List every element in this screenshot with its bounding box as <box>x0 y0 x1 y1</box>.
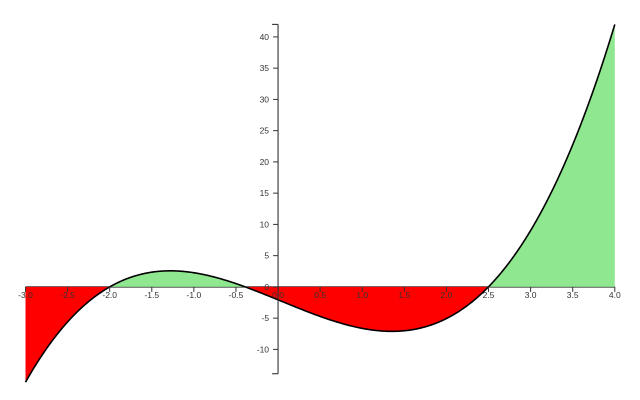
svg-text:2.0: 2.0 <box>441 290 453 300</box>
svg-text:35: 35 <box>260 63 270 73</box>
svg-text:-5: -5 <box>261 313 269 323</box>
svg-text:4.0: 4.0 <box>609 290 621 300</box>
svg-text:1.5: 1.5 <box>398 290 410 300</box>
svg-text:-10: -10 <box>257 344 270 354</box>
svg-text:-3.0: -3.0 <box>18 290 33 300</box>
svg-text:30: 30 <box>260 94 270 104</box>
svg-text:40: 40 <box>260 32 270 42</box>
svg-text:20: 20 <box>260 157 270 167</box>
svg-text:-0.5: -0.5 <box>229 290 244 300</box>
svg-text:15: 15 <box>260 188 270 198</box>
svg-text:0.5: 0.5 <box>314 290 326 300</box>
svg-text:2.5: 2.5 <box>483 290 495 300</box>
svg-text:25: 25 <box>260 126 270 136</box>
svg-text:3.0: 3.0 <box>525 290 537 300</box>
svg-text:0: 0 <box>264 282 269 292</box>
svg-text:3.5: 3.5 <box>567 290 579 300</box>
svg-text:1.0: 1.0 <box>356 290 368 300</box>
svg-text:0.0: 0.0 <box>272 290 284 300</box>
svg-text:-1.0: -1.0 <box>187 290 202 300</box>
svg-text:-1.5: -1.5 <box>144 290 159 300</box>
svg-text:10: 10 <box>260 219 270 229</box>
svg-text:5: 5 <box>264 251 269 261</box>
svg-text:-2.5: -2.5 <box>60 290 75 300</box>
svg-text:-2.0: -2.0 <box>102 290 117 300</box>
